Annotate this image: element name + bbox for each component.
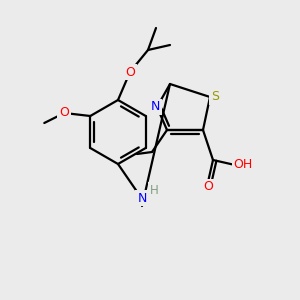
Text: O: O: [125, 65, 135, 79]
Text: O: O: [59, 106, 69, 119]
Text: O: O: [203, 181, 213, 194]
Text: S: S: [211, 91, 219, 103]
Text: N: N: [150, 100, 160, 113]
Text: H: H: [150, 184, 158, 196]
Text: N: N: [137, 191, 147, 205]
Text: OH: OH: [233, 158, 253, 172]
